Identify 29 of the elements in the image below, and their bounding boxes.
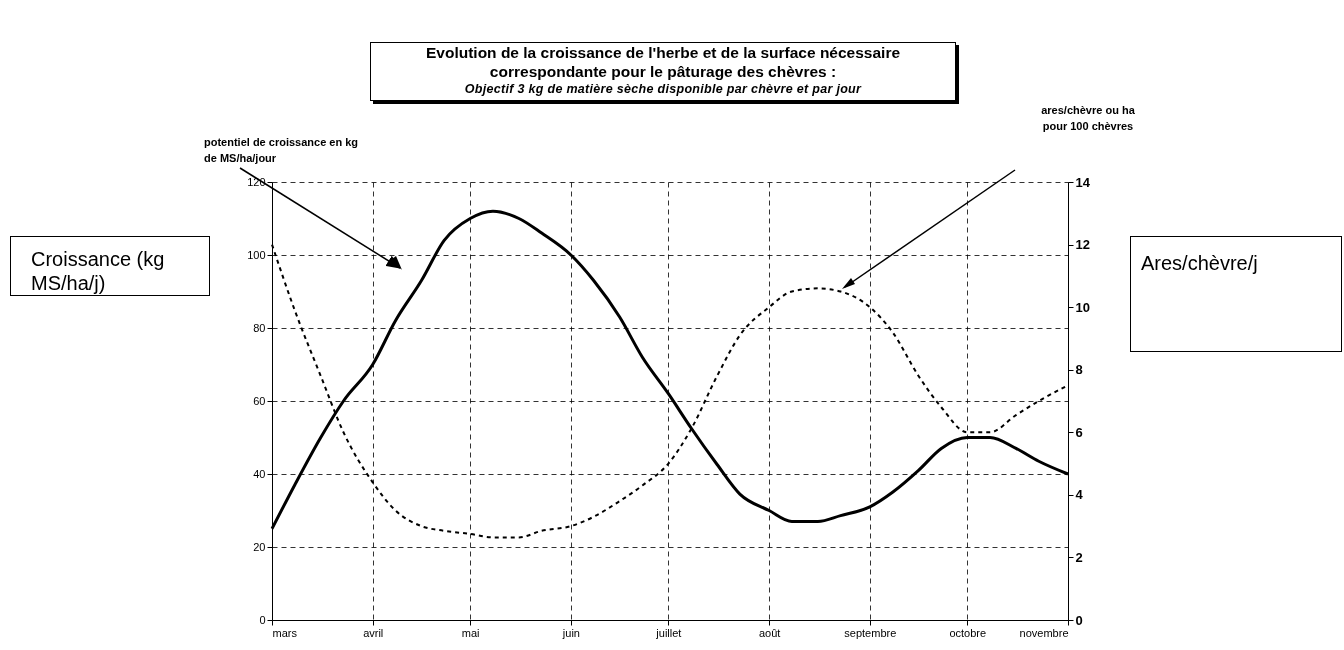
y2-tick-label: 12	[1075, 237, 1090, 253]
x-tick-label: avril	[363, 626, 384, 639]
y-tick-label: 20	[253, 540, 266, 553]
y2-tick-label: 2	[1075, 549, 1083, 565]
chart-subtitle: Objectif 3 kg de matière sèche disponible par chèvre et par jour	[463, 81, 863, 98]
x-tick-label: mars	[272, 626, 298, 639]
text: potentiel de croissance en kg de MS/ha/jour	[204, 135, 360, 166]
x-tick-label: août	[758, 626, 781, 639]
y2-axis-title: Ares/chèvre/j	[1130, 236, 1342, 352]
y-tick-label: 80	[253, 321, 266, 334]
x-tick-label: septembre	[844, 626, 897, 639]
y2-tick-label: 14	[1075, 174, 1091, 190]
y-tick-label: 100	[247, 248, 266, 261]
x-tick-label: mai	[461, 626, 480, 639]
y-tick-label: 0	[259, 613, 266, 626]
y2-tick-label: 6	[1075, 424, 1083, 440]
text: ares/chèvre ou ha pour 100 chèvres	[1040, 103, 1136, 134]
x-tick-label: octobre	[949, 626, 987, 639]
y-tick-label: 60	[253, 394, 266, 407]
y2-tick-label: 0	[1075, 612, 1083, 628]
y2-tick-label: 8	[1075, 362, 1083, 378]
chart-title: Evolution de la croissance de l'herbe et de la surface nécessaire correspondante pour le pâturage des chèvres :	[424, 43, 902, 81]
y-tick-label: 40	[253, 467, 266, 480]
x-tick-label: juin	[561, 626, 580, 639]
x-tick-label: novembre	[1019, 626, 1069, 639]
y2-tick-label: 10	[1075, 299, 1090, 315]
x-tick-label: juillet	[655, 626, 682, 639]
y-axis-title: Croissance (kg MS/ha/j)	[10, 236, 210, 296]
y2-tick-label: 4	[1075, 487, 1084, 503]
